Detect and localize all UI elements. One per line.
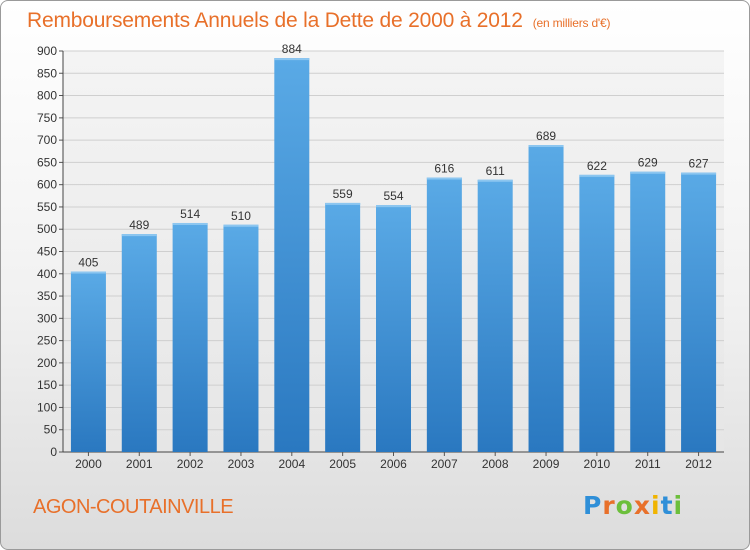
y-tick-label: 450 [37, 245, 57, 259]
logo-letter: P [583, 491, 603, 520]
x-tick-label: 2006 [380, 457, 407, 471]
bar [579, 174, 615, 452]
data-label: 510 [231, 209, 251, 223]
bar [528, 145, 564, 453]
data-label: 405 [78, 256, 98, 270]
bar [426, 177, 462, 452]
bar-cap [70, 271, 106, 274]
data-label: 884 [282, 42, 302, 56]
bar [172, 222, 208, 452]
bar [121, 234, 157, 452]
bar [681, 172, 717, 453]
data-label: 622 [587, 159, 607, 173]
chart-title: Remboursements Annuels de la Dette de 20… [27, 9, 610, 33]
bar-cap [426, 177, 462, 180]
y-tick-label: 800 [37, 89, 57, 103]
data-label: 629 [638, 156, 658, 170]
bar [70, 271, 106, 452]
data-label: 559 [333, 187, 353, 201]
y-tick-label: 750 [37, 111, 57, 125]
data-label: 489 [129, 218, 149, 232]
x-tick-label: 2005 [329, 457, 356, 471]
bar [223, 224, 259, 452]
bar-cap [579, 174, 615, 177]
data-label: 554 [383, 189, 403, 203]
bar-cap [376, 205, 411, 208]
bar [477, 179, 513, 452]
y-tick-label: 200 [37, 356, 57, 370]
bar-cap [630, 171, 666, 174]
commune-name: AGON-COUTAINVILLE [33, 496, 234, 518]
x-tick-label: 2000 [75, 457, 102, 471]
y-tick-label: 850 [37, 66, 57, 80]
bar-cap [172, 222, 208, 225]
y-tick-label: 100 [37, 400, 57, 414]
y-tick-label: 550 [37, 200, 57, 214]
logo-letter: x [633, 491, 651, 520]
y-tick-label: 250 [37, 334, 57, 348]
bar-cap [223, 224, 259, 227]
data-label: 611 [486, 164, 505, 178]
y-tick-label: 300 [37, 311, 57, 325]
x-tick-label: 2012 [685, 457, 712, 471]
y-tick-label: 50 [44, 423, 58, 437]
x-tick-label: 2007 [431, 457, 458, 471]
x-tick-label: 2001 [126, 457, 153, 471]
x-tick-label: 2010 [584, 457, 611, 471]
x-tick-label: 2011 [635, 457, 661, 471]
x-tick-label: 2003 [228, 457, 255, 471]
y-tick-label: 900 [37, 44, 57, 58]
chart-unit-label: (en milliers d'€) [532, 16, 611, 30]
chart-title-text: Remboursements Annuels de la Dette de 20… [27, 9, 523, 32]
bar [325, 202, 361, 452]
y-tick-label: 400 [37, 267, 57, 281]
y-tick-label: 350 [37, 289, 57, 303]
bar [274, 58, 310, 453]
data-label: 514 [180, 207, 200, 221]
y-tick-label: 0 [50, 445, 57, 459]
x-tick-label: 2002 [177, 457, 204, 471]
logo-letter: o [615, 491, 634, 520]
logo-letter: i [673, 491, 684, 520]
y-tick-label: 700 [37, 133, 57, 147]
x-tick-label: 2004 [278, 457, 305, 471]
y-tick-label: 500 [37, 222, 57, 236]
data-label: 627 [689, 157, 709, 171]
logo-letter: t [660, 491, 674, 520]
bar [630, 171, 666, 453]
bar-cap [477, 179, 513, 182]
y-tick-label: 600 [37, 178, 57, 192]
data-label: 689 [536, 129, 556, 143]
bar-cap [528, 145, 564, 148]
bar-cap [274, 58, 310, 61]
x-tick-label: 2008 [482, 457, 509, 471]
data-label: 616 [434, 162, 454, 176]
bar-cap [681, 172, 717, 175]
x-tick-label: 2009 [533, 457, 560, 471]
bar [376, 205, 411, 452]
y-tick-label: 650 [37, 155, 57, 169]
logo-letter: i [651, 491, 661, 520]
logo-letter: r [602, 491, 616, 520]
y-tick-label: 150 [37, 378, 57, 392]
bar-cap [325, 202, 361, 205]
proxiti-logo: Proxiti [583, 491, 683, 520]
bar-cap [121, 234, 157, 237]
